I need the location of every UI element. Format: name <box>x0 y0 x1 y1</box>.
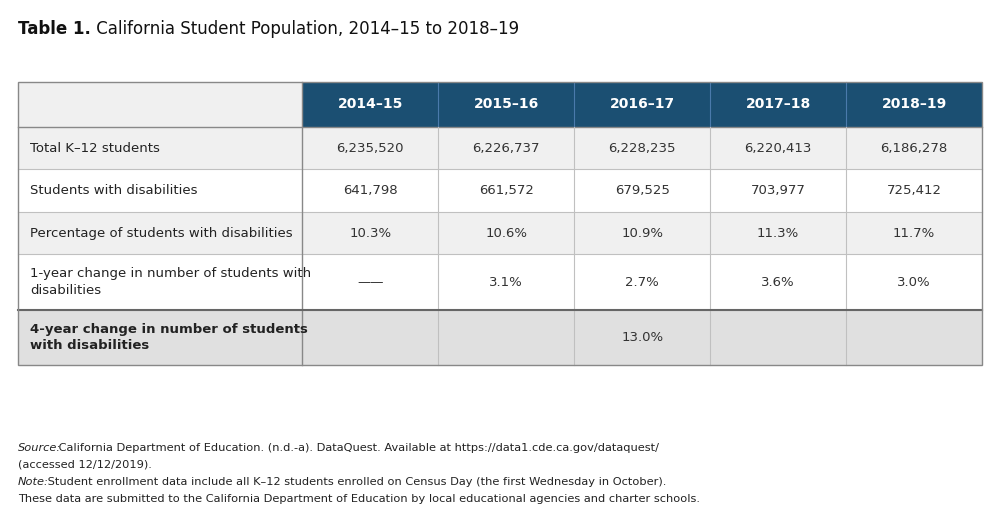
Text: Students with disabilities: Students with disabilities <box>30 184 198 197</box>
Text: 679,525: 679,525 <box>615 184 670 197</box>
Text: 3.1%: 3.1% <box>489 275 523 289</box>
Text: These data are submitted to the California Department of Education by local educ: These data are submitted to the Californ… <box>18 494 700 504</box>
Text: 10.3%: 10.3% <box>349 227 391 240</box>
FancyBboxPatch shape <box>18 212 982 254</box>
Text: 641,798: 641,798 <box>343 184 398 197</box>
Text: California Student Population, 2014–15 to 2018–19: California Student Population, 2014–15 t… <box>91 20 519 38</box>
Text: 10.6%: 10.6% <box>485 227 527 240</box>
Text: Student enrollment data include all K–12 students enrolled on Census Day (the fi: Student enrollment data include all K–12… <box>44 477 667 487</box>
Text: 2014–15: 2014–15 <box>338 97 403 112</box>
FancyBboxPatch shape <box>18 127 982 169</box>
FancyBboxPatch shape <box>18 310 982 365</box>
Text: 6,220,413: 6,220,413 <box>744 142 812 155</box>
Text: (accessed 12/12/2019).: (accessed 12/12/2019). <box>18 460 152 470</box>
Text: 2016–17: 2016–17 <box>610 97 675 112</box>
Text: 6,226,737: 6,226,737 <box>473 142 540 155</box>
Text: 2.7%: 2.7% <box>625 275 659 289</box>
Text: Table 1.: Table 1. <box>18 20 91 38</box>
FancyBboxPatch shape <box>302 82 982 127</box>
Text: 6,186,278: 6,186,278 <box>880 142 948 155</box>
Text: 13.0%: 13.0% <box>621 331 663 344</box>
FancyBboxPatch shape <box>18 82 302 127</box>
Text: 3.6%: 3.6% <box>761 275 795 289</box>
Text: 2015–16: 2015–16 <box>474 97 539 112</box>
Text: Source:: Source: <box>18 443 61 453</box>
Text: 2017–18: 2017–18 <box>745 97 811 112</box>
Text: 3.0%: 3.0% <box>897 275 931 289</box>
Text: 4-year change in number of students
with disabilities: 4-year change in number of students with… <box>30 323 308 352</box>
Text: 11.3%: 11.3% <box>757 227 799 240</box>
Text: 6,228,235: 6,228,235 <box>608 142 676 155</box>
Text: Percentage of students with disabilities: Percentage of students with disabilities <box>30 227 293 240</box>
FancyBboxPatch shape <box>18 254 982 310</box>
Text: 703,977: 703,977 <box>751 184 806 197</box>
Text: 661,572: 661,572 <box>479 184 534 197</box>
Text: Note:: Note: <box>18 477 49 487</box>
Text: 1-year change in number of students with
disabilities: 1-year change in number of students with… <box>30 267 311 297</box>
Text: California Department of Education. (n.d.-a). DataQuest. Available at https://da: California Department of Education. (n.d… <box>55 443 659 453</box>
Text: Total K–12 students: Total K–12 students <box>30 142 160 155</box>
Text: 11.7%: 11.7% <box>893 227 935 240</box>
Text: 725,412: 725,412 <box>887 184 942 197</box>
Text: ——: —— <box>357 275 384 289</box>
Text: 6,235,520: 6,235,520 <box>337 142 404 155</box>
Text: 2018–19: 2018–19 <box>881 97 947 112</box>
FancyBboxPatch shape <box>18 169 982 212</box>
Text: 10.9%: 10.9% <box>621 227 663 240</box>
